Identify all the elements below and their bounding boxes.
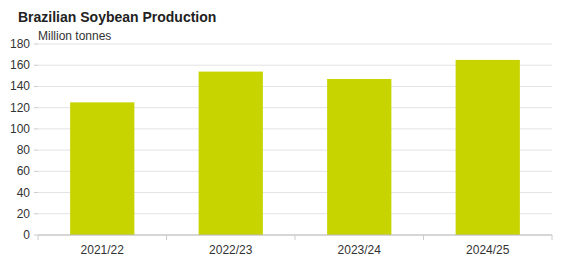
bar [327, 79, 391, 235]
tick [34, 65, 38, 66]
y-tick-label: 20 [17, 207, 31, 221]
y-tick-label: 140 [10, 79, 30, 93]
y-tick-label: 80 [17, 143, 31, 157]
grid [34, 44, 552, 235]
bars [70, 60, 520, 235]
x-band-tick [166, 235, 167, 240]
y-tick-label: 160 [10, 58, 30, 72]
y-tick-label: 100 [10, 122, 30, 136]
y-tick-label: 180 [10, 37, 30, 51]
bar [456, 60, 520, 235]
x-band-tick [38, 235, 39, 240]
tick [34, 107, 38, 108]
x-tick-label: 2022/23 [209, 243, 253, 257]
tick [34, 171, 38, 172]
y-tick-label: 40 [17, 186, 31, 200]
tick [34, 150, 38, 151]
x-tick-label: 2021/22 [81, 243, 125, 257]
x-tick-label: 2023/24 [338, 243, 382, 257]
y-tick-label: 60 [17, 164, 31, 178]
tick [34, 44, 38, 45]
bar [70, 102, 134, 235]
tick [34, 213, 38, 214]
title: Brazilian Soybean Production [18, 9, 216, 25]
y-tick-label: 120 [10, 101, 30, 115]
tick [34, 192, 38, 193]
tick [34, 235, 38, 236]
x-tick-label: 2024/25 [466, 243, 510, 257]
x-band-tick [423, 235, 424, 240]
x-band-tick [295, 235, 296, 240]
y-tick-label: 0 [23, 228, 30, 242]
bar [199, 72, 263, 235]
subtitle: Million tonnes [38, 29, 111, 43]
tick [34, 128, 38, 129]
chart: Brazilian Soybean Production Million tonn… [0, 0, 568, 274]
tick [34, 86, 38, 87]
grid-line [38, 44, 552, 45]
x-band-tick [552, 235, 553, 240]
